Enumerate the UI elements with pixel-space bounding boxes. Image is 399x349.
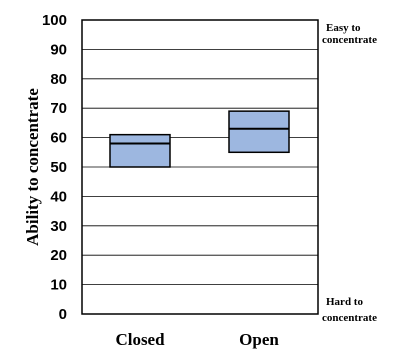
y-tick-label: 10 (50, 277, 67, 294)
y-tick-label: 100 (42, 12, 67, 29)
annotation-bottom-line1: Hard to (326, 296, 363, 308)
y-tick-label: 40 (50, 188, 67, 205)
annotation-top-line1: Easy to (326, 22, 361, 34)
y-tick-label: 0 (59, 306, 67, 323)
annotation-top-line2: concentrate (322, 34, 377, 46)
y-tick-label: 70 (50, 100, 67, 117)
y-axis-label: Ability to concentrate (23, 88, 42, 246)
x-category-label: Closed (115, 330, 165, 349)
y-tick-label: 90 (50, 41, 67, 58)
x-category-label: Open (239, 330, 279, 349)
plot-area-frame (81, 19, 319, 315)
y-tick-label: 60 (50, 130, 67, 147)
y-tick-label: 50 (50, 159, 67, 176)
box-open (228, 110, 290, 154)
y-tick-label: 30 (50, 218, 67, 235)
box-closed (109, 133, 171, 168)
boxes (109, 110, 290, 168)
y-axis-ticks: 0 10 20 30 40 50 60 70 80 90 100 (42, 12, 67, 323)
y-tick-label: 80 (50, 71, 67, 88)
y-tick-label: 20 (50, 247, 67, 264)
annotation-bottom-line2: concentrate (322, 312, 377, 324)
x-axis-categories: Closed Open (115, 330, 279, 349)
